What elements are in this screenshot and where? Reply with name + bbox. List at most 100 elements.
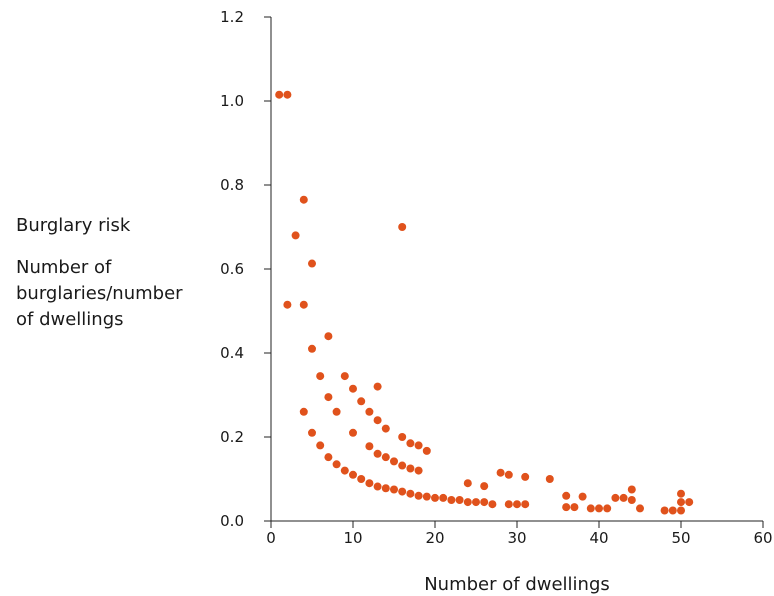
- data-point: [488, 500, 497, 509]
- y-tick-label: 0.0: [220, 512, 244, 530]
- data-point: [422, 492, 431, 501]
- data-point: [504, 470, 513, 479]
- x-tick-label: 0: [266, 529, 276, 547]
- data-point: [627, 496, 636, 504]
- data-point: [381, 484, 390, 493]
- y-tick-label: 1.0: [220, 92, 244, 110]
- data-point: [299, 407, 308, 416]
- data-point: [332, 460, 341, 469]
- data-point: [373, 449, 382, 458]
- data-point: [562, 503, 571, 512]
- data-point: [340, 372, 349, 381]
- y-tick-label: 0.8: [220, 176, 244, 194]
- data-point: [414, 466, 423, 475]
- data-point: [504, 500, 513, 509]
- data-point: [365, 407, 374, 416]
- data-point: [390, 457, 398, 466]
- data-point: [340, 466, 349, 475]
- data-point: [381, 424, 390, 433]
- data-point: [291, 231, 300, 240]
- data-point: [562, 491, 571, 500]
- data-point: [496, 468, 505, 477]
- data-point: [472, 498, 480, 507]
- x-axis-title: Number of dwellings: [424, 574, 610, 595]
- data-point: [570, 503, 579, 512]
- data-point: [422, 446, 431, 455]
- data-point: [521, 472, 530, 481]
- data-point: [324, 453, 333, 462]
- data-point: [513, 500, 521, 509]
- data-point: [308, 428, 316, 437]
- data-point: [324, 332, 333, 341]
- x-tick-label: 60: [753, 529, 772, 547]
- data-point: [521, 500, 530, 509]
- data-point: [463, 498, 472, 507]
- data-point: [365, 479, 374, 488]
- data-point: [677, 506, 685, 515]
- data-point: [406, 464, 415, 473]
- data-point: [308, 344, 316, 353]
- data-point: [685, 498, 694, 507]
- y-axis-subtitle-line-1: Number of: [16, 257, 112, 278]
- y-tick-label: 1.2: [220, 8, 244, 26]
- x-tick-label: 30: [507, 529, 526, 547]
- data-point: [398, 461, 407, 470]
- data-point: [381, 453, 390, 462]
- data-point: [349, 428, 357, 437]
- data-point: [398, 433, 407, 441]
- data-point: [283, 90, 292, 99]
- data-point: [603, 504, 612, 513]
- data-point: [480, 498, 489, 507]
- data-point: [463, 479, 472, 488]
- data-point: [439, 493, 448, 502]
- y-tick-label: 0.4: [220, 344, 244, 362]
- data-point: [365, 442, 374, 451]
- y-axis-subtitle-line-3: of dwellings: [16, 309, 124, 330]
- data-point: [398, 487, 407, 496]
- data-point: [677, 489, 685, 498]
- data-point: [480, 482, 489, 491]
- data-point: [390, 485, 398, 494]
- y-axis-subtitle-line-2: burglaries/number: [16, 283, 183, 304]
- data-point: [357, 397, 366, 406]
- data-point: [586, 504, 595, 513]
- data-points: [275, 90, 694, 515]
- data-point: [447, 496, 456, 504]
- data-point: [455, 496, 464, 504]
- x-tick-label: 20: [425, 529, 444, 547]
- data-point: [299, 300, 308, 309]
- data-point: [373, 382, 382, 391]
- y-axis-title: Burglary risk: [16, 215, 131, 236]
- y-axis-title-block: Burglary risk Number of burglaries/numbe…: [16, 213, 183, 333]
- data-point: [308, 259, 316, 268]
- data-point: [398, 223, 407, 231]
- data-point: [578, 492, 587, 501]
- y-tick-label: 0.6: [220, 260, 244, 278]
- data-point: [373, 482, 382, 491]
- data-point: [595, 504, 603, 513]
- data-point: [431, 493, 439, 502]
- x-tick-label: 50: [671, 529, 690, 547]
- data-point: [373, 416, 382, 425]
- x-tick-label: 10: [343, 529, 362, 547]
- x-tick-label: 40: [589, 529, 608, 547]
- data-point: [545, 475, 554, 483]
- data-point: [299, 195, 308, 204]
- x-axis: 0 10 20 30 40 50 60: [266, 520, 773, 547]
- data-point: [414, 441, 423, 450]
- y-axis: 0.0 0.2 0.4 0.6 0.8 1.0 1.2: [220, 8, 272, 530]
- data-point: [660, 506, 669, 515]
- data-point: [349, 384, 357, 393]
- y-tick-label: 0.2: [220, 428, 244, 446]
- data-point: [283, 300, 292, 309]
- data-point: [677, 498, 685, 507]
- data-point: [611, 493, 620, 502]
- data-point: [324, 393, 333, 402]
- data-point: [275, 90, 284, 99]
- data-point: [332, 407, 341, 416]
- data-point: [627, 485, 636, 494]
- data-point: [668, 506, 677, 515]
- data-point: [406, 439, 415, 448]
- data-point: [406, 489, 415, 498]
